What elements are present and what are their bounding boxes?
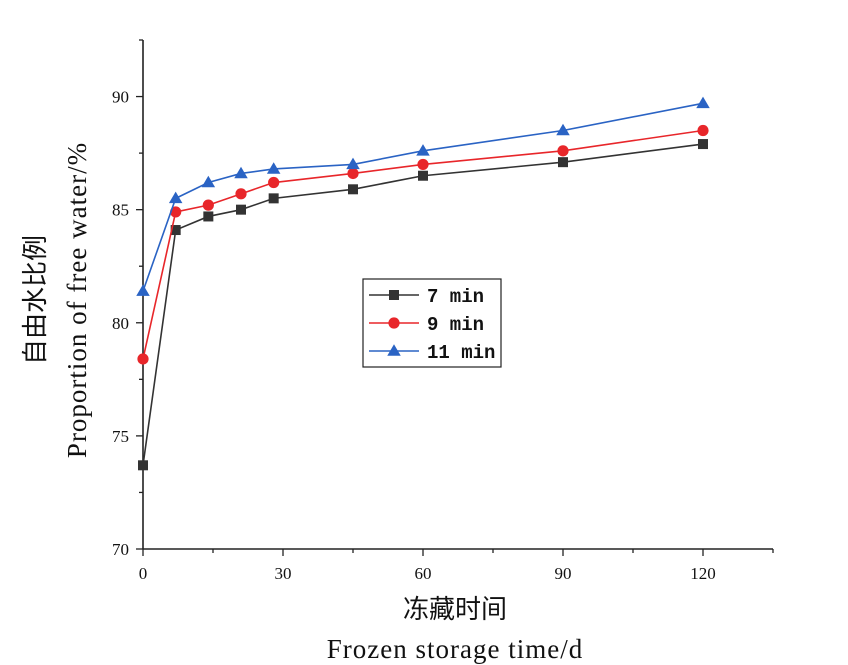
data-point-circle — [202, 199, 214, 211]
data-point-triangle — [416, 144, 430, 156]
data-point-circle — [235, 188, 247, 200]
axis-labels: 冻藏时间 Frozen storage time/d 自由水比例 Proport… — [21, 142, 583, 664]
x-axis-label-cn: 冻藏时间 — [403, 595, 507, 625]
data-point-square — [558, 157, 568, 168]
y-axis-label-en: Proportion of free water/% — [62, 142, 92, 458]
series-11-min — [136, 96, 710, 296]
data-point-triangle — [136, 284, 150, 296]
legend-label: 9 min — [427, 314, 484, 336]
data-point-circle — [170, 206, 182, 218]
data-point-circle — [557, 145, 569, 157]
legend-item: 11 min — [369, 342, 495, 364]
legend-label: 7 min — [427, 286, 484, 308]
legend-item: 9 min — [369, 314, 484, 336]
legend-label: 11 min — [427, 342, 495, 364]
data-point-square — [348, 184, 358, 195]
y-tick-label: 90 — [112, 88, 129, 107]
y-axis-label-cn: 自由水比例 — [21, 235, 51, 365]
data-point-triangle — [387, 344, 401, 356]
data-point-circle — [697, 124, 709, 137]
y-tick-label: 85 — [112, 201, 129, 220]
data-point-square — [170, 225, 181, 236]
data-point-square — [418, 170, 428, 181]
x-axis-label-en: Frozen storage time/d — [327, 634, 583, 664]
series-7-min — [138, 139, 708, 471]
y-tick-label: 70 — [112, 540, 129, 559]
data-point-triangle — [696, 96, 710, 109]
data-point-triangle — [556, 123, 570, 136]
data-point-square — [203, 211, 214, 222]
x-tick-label: 60 — [415, 564, 432, 583]
data-point-square — [138, 460, 148, 471]
x-tick-label: 30 — [275, 564, 292, 583]
data-point-triangle — [346, 157, 360, 170]
series-9-min — [137, 124, 709, 365]
data-point-triangle — [201, 175, 216, 188]
data-point-circle — [137, 353, 149, 365]
data-point-triangle — [234, 166, 248, 179]
data-point-triangle — [168, 191, 183, 204]
series-layer — [136, 96, 710, 471]
series-line — [142, 102, 704, 292]
data-point-square — [236, 204, 246, 215]
legend: 7 min 9 min 11 min — [362, 278, 502, 368]
x-tick-label: 90 — [555, 564, 572, 583]
legend-item: 7 min — [369, 286, 484, 308]
data-point-circle — [417, 158, 429, 171]
data-point-square — [698, 139, 708, 150]
data-point-square — [268, 193, 279, 204]
y-tick-label: 75 — [112, 427, 129, 446]
x-tick-label: 0 — [139, 564, 148, 583]
axes: 70 75 80 85 90 0 30 60 90 120 — [112, 39, 774, 583]
x-tick-label: 120 — [690, 564, 716, 583]
data-point-circle — [268, 176, 280, 189]
data-point-circle — [388, 317, 400, 329]
data-point-square — [389, 290, 399, 300]
data-point-triangle — [266, 162, 281, 174]
data-point-circle — [347, 167, 359, 180]
y-tick-label: 80 — [112, 314, 129, 333]
